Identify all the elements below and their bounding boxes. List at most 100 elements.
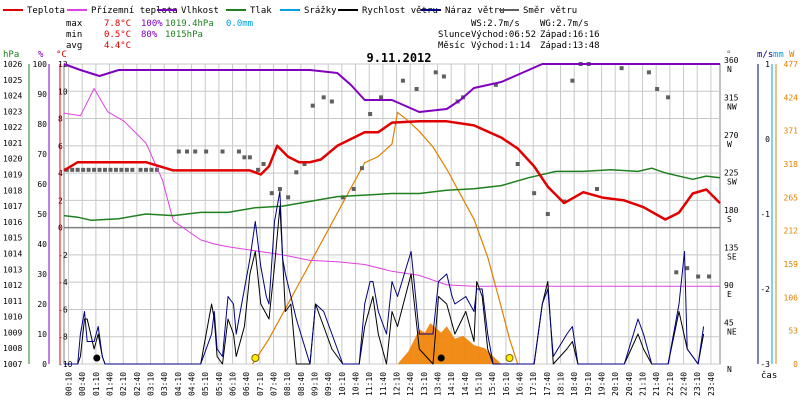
- pressure-tick-label: 1013: [3, 265, 22, 274]
- stat-max-hum: 100%: [141, 19, 163, 29]
- wind-tick-label: 0: [765, 135, 770, 144]
- info-wg: WG:2.7m/s: [540, 19, 589, 29]
- x-tick-label: 08:10: [283, 372, 292, 396]
- direction-point: [570, 78, 575, 83]
- pressure-tick-label: 1024: [3, 92, 22, 101]
- humidity-line: [63, 63, 720, 113]
- x-tick-label: 04:40: [188, 372, 197, 396]
- x-tick-label: 16:10: [502, 372, 511, 396]
- direction-point: [75, 167, 80, 172]
- direction-tick-label: 135: [724, 244, 739, 253]
- chart-title: 9.11.2012: [366, 51, 431, 65]
- direction-tick-label: 180: [724, 206, 739, 215]
- direction-point: [329, 99, 334, 104]
- direction-point: [351, 187, 356, 191]
- x-tick-label: 11:40: [379, 372, 388, 396]
- pressure-tick-label: 1015: [3, 234, 22, 243]
- x-tick-label: 19:10: [584, 372, 593, 396]
- unit-w: W: [789, 50, 795, 60]
- x-tick-label: 12:10: [393, 372, 402, 396]
- x-tick-label: 08:40: [297, 372, 306, 396]
- solar-tick-label: 318: [784, 160, 799, 169]
- x-tick-label: 00:10: [65, 372, 74, 396]
- axes: 1007100810091010101110121013101410151016…: [3, 56, 798, 374]
- x-tick-label: 16:40: [516, 372, 525, 396]
- info-ws: WS:2.7m/s: [471, 19, 520, 29]
- solar-tick-label: 371: [784, 127, 799, 136]
- x-tick-label: 05:40: [215, 372, 224, 396]
- stat-min-label: min: [66, 30, 82, 40]
- humidity-tick-label: 90: [37, 90, 47, 99]
- x-tick-label: 01:40: [106, 372, 115, 396]
- x-tick-label: 21:40: [652, 372, 661, 396]
- direction-point: [696, 274, 701, 279]
- direction-point: [70, 167, 75, 172]
- x-tick-label: 14:40: [461, 372, 470, 396]
- pressure-tick-label: 1011: [3, 297, 22, 306]
- pressure-tick-label: 1008: [3, 344, 22, 353]
- legend-label: Rychlost větru: [362, 6, 438, 16]
- pressure-tick-label: 1021: [3, 139, 22, 148]
- direction-tick-label: 270: [724, 131, 739, 140]
- x-tick-label: 13:10: [420, 372, 429, 396]
- pressure-tick-label: 1018: [3, 186, 22, 195]
- x-tick-label: 09:40: [324, 372, 333, 396]
- pressure-tick-label: 1012: [3, 281, 22, 290]
- unit-hpa: hPa: [3, 50, 19, 60]
- pressure-tick-label: 1014: [3, 249, 22, 258]
- direction-point: [119, 167, 124, 172]
- unit-ms: m/s: [757, 50, 773, 60]
- x-tick-label: 10:40: [352, 372, 361, 396]
- x-tick-label: 02:40: [133, 372, 142, 396]
- x-tick-label: 04:10: [174, 372, 183, 396]
- temp-tick-label: 12: [58, 60, 68, 69]
- x-tick-label: 00:40: [78, 372, 87, 396]
- x-tick-label: 23:40: [707, 372, 716, 396]
- stat-min-hum: 80%: [141, 30, 158, 40]
- solar-tick-label: 424: [784, 93, 799, 102]
- direction-point: [674, 270, 679, 275]
- humidity-tick-label: 20: [37, 300, 47, 309]
- direction-point: [247, 155, 252, 160]
- direction-point: [103, 167, 107, 172]
- direction-point: [113, 167, 118, 172]
- direction-tick-label: 225: [724, 169, 739, 178]
- stats-block: max 7.8°C 100% 1019.4hPa 0.0mm min 0.5°C…: [66, 19, 253, 51]
- x-tick-label: 14:10: [447, 372, 456, 396]
- direction-point: [149, 167, 154, 172]
- pressure-tick-label: 1025: [3, 76, 22, 85]
- legend-label: Srážky: [304, 6, 337, 16]
- direction-compass-label: N: [727, 65, 732, 74]
- moon-marker: [437, 354, 445, 362]
- direction-point: [294, 170, 299, 175]
- direction-point: [236, 149, 241, 154]
- direction-point: [707, 274, 712, 279]
- x-tick-label: 18:10: [557, 372, 566, 396]
- legend-label: Vlhkost: [181, 6, 219, 16]
- direction-point: [619, 66, 624, 71]
- unit-degc: °C: [56, 50, 67, 60]
- direction-point: [185, 149, 189, 154]
- temp-tick-label: -6: [58, 305, 68, 314]
- temp-tick-label: 10: [58, 87, 68, 96]
- wind-tick-label: 1: [765, 60, 770, 69]
- direction-point: [97, 167, 102, 172]
- direction-point: [193, 149, 198, 154]
- humidity-tick-label: 0: [42, 360, 47, 369]
- direction-compass-label: N: [727, 365, 732, 374]
- info-sun-label: Slunce: [438, 30, 471, 40]
- direction-compass-label: SE: [727, 253, 737, 262]
- x-tick-label: 07:10: [256, 372, 265, 396]
- unit-mm: mm: [773, 50, 784, 60]
- x-tick-label: 02:10: [119, 372, 128, 396]
- direction-point: [261, 162, 266, 166]
- direction-tick-label: 360: [724, 56, 739, 65]
- x-tick-label: 20:10: [611, 372, 620, 396]
- solar-tick-label: 0: [793, 360, 798, 369]
- x-tick-label: 23:10: [693, 372, 702, 396]
- solar-tick-label: 265: [784, 193, 799, 202]
- pressure-tick-label: 1022: [3, 123, 22, 132]
- pressure-tick-label: 1017: [3, 202, 22, 211]
- x-ticks: 00:10 00:40 01:10 01:40 02:10 02:40 03:10 03:40…: [65, 372, 716, 396]
